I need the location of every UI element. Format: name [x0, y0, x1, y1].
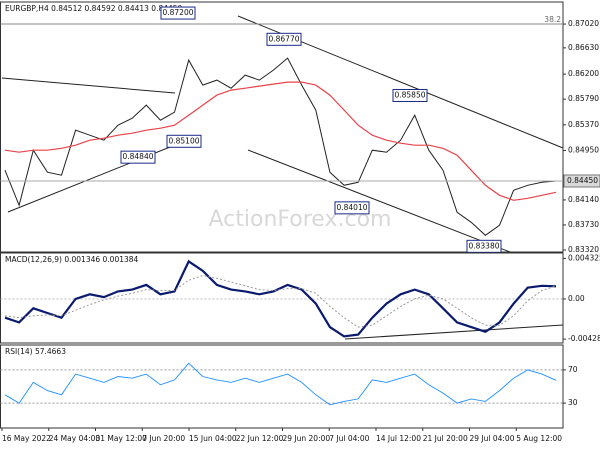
series-line [4, 57, 557, 236]
y-tick-label: -0.004288 [568, 334, 600, 343]
x-tick-label: 21 Jul 20:00 [423, 434, 468, 443]
x-tick-label: 31 May 12:00 [96, 434, 148, 443]
series-line [4, 259, 557, 338]
x-tick-label: 29 Jun 20:00 [283, 434, 331, 443]
annotation-box [160, 6, 196, 20]
x-tick-label: 7 Jun 20:00 [142, 434, 185, 443]
y-tick-label: 0.86200 [568, 69, 599, 78]
annotation-box [266, 32, 302, 46]
y-tick-label: 0.87020 [568, 19, 599, 28]
trend-line [344, 324, 564, 340]
y-tick-label: 0.85370 [568, 120, 599, 129]
y-tick-label: 0.004325 [568, 253, 600, 262]
y-tick-label: 0.84140 [568, 195, 599, 204]
y-tick-label: 0.86630 [568, 43, 599, 52]
annotation-label: 0.85100 [168, 136, 199, 145]
x-tick-label: 7 Jul 04:00 [329, 434, 369, 443]
x-tick-label: 15 Jun 04:00 [189, 434, 237, 443]
x-tick-label: 5 Aug 12:00 [516, 434, 562, 443]
series-line [4, 274, 557, 328]
series-line [4, 81, 557, 201]
annotation-box [392, 88, 428, 102]
panel-border [0, 1, 564, 253]
annotation-label: 0.83380 [468, 241, 499, 250]
series-line [4, 362, 557, 406]
annotation-box [334, 201, 370, 215]
y-tick-label: 0.85790 [568, 94, 599, 103]
y-tick-label: 0.00 [568, 294, 585, 303]
x-tick-label: 16 May 2022 [2, 434, 51, 443]
x-tick-label: 24 May 04:00 [49, 434, 101, 443]
annotation-box [120, 150, 156, 164]
y-tick-label: 0.83730 [568, 220, 599, 229]
annotation-box [166, 134, 202, 148]
annotation-label: 0.86770 [268, 34, 299, 43]
x-tick-label: 14 Jul 12:00 [376, 434, 421, 443]
current-price-label: 0.84450 [567, 176, 598, 185]
panel-title: RSI(14) 57.4663 [5, 347, 66, 356]
y-tick-label: 0.84950 [568, 145, 599, 154]
trend-line [1, 77, 176, 94]
panel-border [0, 252, 564, 344]
annotation-box [466, 239, 502, 253]
annotation-label: 0.84840 [122, 152, 153, 161]
y-tick-label: 70 [568, 365, 578, 374]
annotation-label: 0.87200 [162, 8, 193, 17]
x-tick-label: 29 Jul 04:00 [470, 434, 515, 443]
current-price-box [563, 174, 600, 188]
annotation-label: 0.85850 [394, 90, 425, 99]
x-tick-label: 22 Jun 12:00 [236, 434, 284, 443]
panel-border [0, 344, 564, 429]
fib-label: 38.2 [544, 15, 561, 24]
trend-line [247, 149, 511, 253]
panel-title: MACD(12,26,9) 0.001346 0.001384 [5, 255, 139, 264]
panel-title: EURGBP,H4 0.84512 0.84592 0.84413 0.8445… [5, 4, 183, 13]
annotation-label: 0.84010 [336, 203, 367, 212]
y-tick-label: 0.83320 [568, 245, 599, 254]
y-tick-label: 30 [568, 398, 578, 407]
